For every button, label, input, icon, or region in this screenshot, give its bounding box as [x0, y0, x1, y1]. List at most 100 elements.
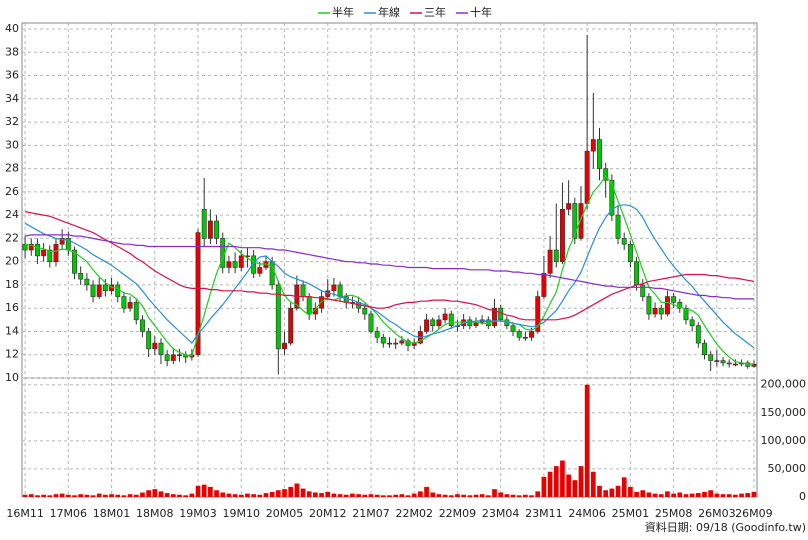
volume-bar — [59, 493, 65, 497]
volume-bar — [658, 494, 664, 497]
volume-bar — [529, 495, 534, 497]
y-tick-label: 22 — [5, 231, 19, 244]
candle-body — [72, 249, 77, 274]
volume-bar — [368, 494, 374, 497]
volume-tick-label: 200,000 — [761, 378, 807, 391]
candle-body — [59, 238, 65, 245]
volume-tick-label: 50,000 — [768, 462, 807, 475]
volume-bar — [319, 493, 324, 497]
candle-body — [84, 278, 90, 286]
y-tick-label: 16 — [5, 301, 19, 314]
candle-body — [331, 284, 337, 292]
volume-bar — [733, 494, 738, 497]
candle-body — [689, 319, 695, 326]
candle-body — [646, 296, 652, 315]
volume-bar — [646, 492, 652, 497]
y-tick-label: 14 — [5, 324, 19, 337]
candle-body — [708, 354, 714, 361]
volume-bar — [164, 493, 170, 497]
candle-body — [380, 336, 386, 344]
candle-body — [634, 261, 640, 286]
volume-bar — [115, 494, 121, 497]
candle-body — [139, 319, 145, 332]
volume-bar — [708, 490, 714, 497]
y-tick-label: 28 — [5, 162, 19, 175]
candle-body — [288, 307, 294, 344]
volume-bar — [695, 493, 701, 497]
volume-bar — [467, 495, 473, 497]
volume-bar — [220, 492, 226, 497]
volume-bar — [461, 494, 466, 497]
candle-body — [201, 209, 207, 239]
ma-line — [24, 234, 754, 300]
y-tick-label: 18 — [5, 278, 19, 291]
candle-body — [275, 284, 281, 350]
candle-body — [34, 243, 40, 257]
volume-bar — [96, 493, 102, 497]
candle-body — [566, 203, 572, 210]
volume-bar — [430, 492, 436, 497]
candle-body — [96, 284, 102, 297]
candle-body — [664, 296, 670, 315]
volume-bar — [78, 494, 84, 497]
volume-bar — [47, 495, 53, 497]
candle-body — [405, 340, 411, 346]
candle-body — [387, 342, 392, 345]
x-tick-label: 26M03 — [698, 507, 736, 520]
candle-body — [658, 307, 664, 315]
volume-bar — [337, 494, 343, 497]
volume-bar — [485, 495, 491, 497]
volume-bar — [103, 494, 108, 497]
candle-body — [115, 284, 121, 297]
y-tick-label: 32 — [5, 115, 19, 128]
candle-body — [399, 340, 405, 344]
x-tick-label: 22M02 — [395, 507, 433, 520]
ma-line — [24, 174, 754, 365]
candle-body — [529, 331, 535, 338]
volume-bar — [411, 493, 417, 497]
volume-bar — [714, 493, 720, 497]
volume-bar — [516, 495, 522, 497]
candle-body — [374, 331, 380, 338]
volume-bar — [275, 490, 281, 497]
candle-body — [751, 363, 757, 367]
candle-body — [368, 313, 374, 332]
volume-bar — [313, 492, 318, 497]
volume-bar — [127, 494, 133, 497]
candle-body — [597, 139, 602, 169]
candle-body — [300, 284, 306, 297]
x-tick-label: 18M01 — [93, 507, 131, 520]
legend-label: 半年 — [332, 5, 354, 19]
y-tick-label: 12 — [5, 348, 19, 361]
volume-bar — [121, 495, 127, 497]
volume-bar — [53, 494, 59, 497]
x-tick-label: 20M12 — [309, 507, 347, 520]
candle-body — [553, 249, 559, 262]
volume-bar — [702, 491, 707, 497]
volume-bar — [72, 495, 77, 497]
volume-bar — [751, 491, 757, 497]
candle-body — [559, 209, 565, 262]
volume-bar — [374, 494, 380, 497]
candle-body — [603, 168, 609, 181]
candle-body — [214, 220, 220, 239]
candle-body — [572, 203, 578, 239]
volume-bar — [90, 495, 96, 497]
candle-body — [522, 336, 528, 339]
volume-bar — [263, 493, 269, 497]
candle-body — [609, 179, 615, 216]
volume-bar — [294, 483, 300, 497]
volume-bar — [677, 492, 683, 497]
volume-bar — [208, 486, 213, 497]
volume-bar — [387, 495, 392, 497]
volume-bar — [362, 494, 368, 497]
candle-body — [78, 272, 84, 280]
candle-body — [541, 272, 547, 297]
volume-bar — [634, 491, 639, 497]
legend-label: 三年 — [424, 5, 446, 19]
volume-bar — [683, 494, 689, 497]
volume-bar — [282, 489, 287, 497]
volume-bar — [356, 494, 361, 497]
candle-body — [732, 363, 738, 366]
